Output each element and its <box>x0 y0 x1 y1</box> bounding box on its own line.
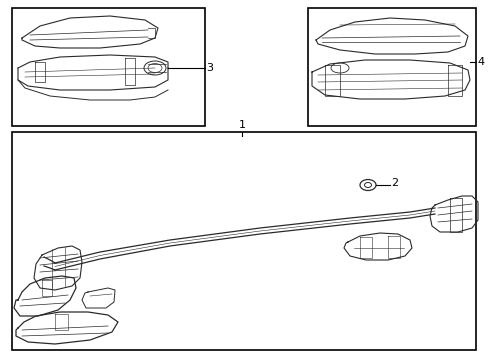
Ellipse shape <box>143 61 165 75</box>
Ellipse shape <box>330 63 348 73</box>
Ellipse shape <box>359 180 375 190</box>
Text: 1: 1 <box>238 120 245 130</box>
Text: 3: 3 <box>205 63 213 73</box>
Ellipse shape <box>148 63 162 72</box>
Text: 4: 4 <box>476 57 483 67</box>
Ellipse shape <box>364 183 371 188</box>
Bar <box>12 132 475 350</box>
Text: 2: 2 <box>390 178 397 188</box>
Bar <box>307 8 475 126</box>
Bar <box>12 8 204 126</box>
